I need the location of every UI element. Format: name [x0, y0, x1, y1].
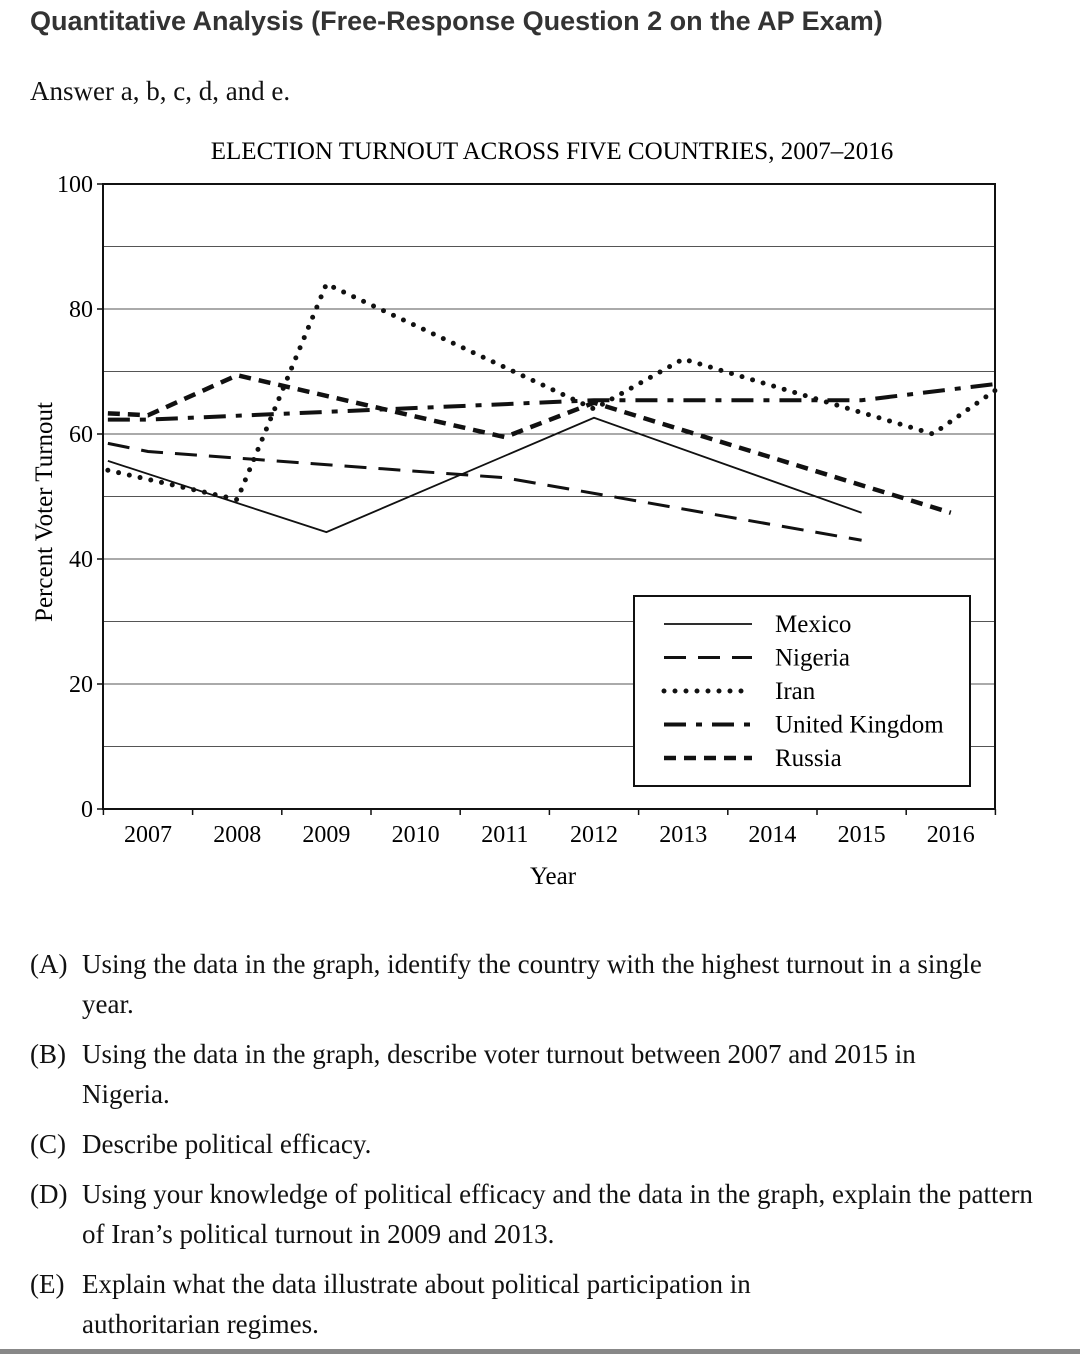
x-tick-label: 2016: [927, 822, 975, 848]
series-line-nigeria: [107, 441, 862, 542]
x-tick-label: 2010: [392, 822, 440, 848]
series-line-united-kingdom: [107, 382, 996, 422]
y-tick-label: 100: [57, 172, 93, 198]
instruction: Answer a, b, c, d, and e.: [30, 76, 291, 106]
legend-box: [633, 595, 971, 787]
y-tick-label: 60: [69, 422, 93, 448]
x-tick-label: 2008: [213, 822, 261, 848]
legend-label: Russia: [775, 745, 842, 772]
question-label: (B): [30, 1039, 66, 1069]
question-d: (D) Using your knowledge of political eff…: [30, 1174, 1060, 1254]
question-c: (C) Describe political efficacy.: [30, 1124, 1060, 1164]
question-text: Using the data in the graph, describe vo…: [82, 1039, 916, 1109]
question-text: Using your knowledge of political effica…: [82, 1179, 1033, 1249]
question-label: (D): [30, 1179, 68, 1209]
y-tick-label: 0: [81, 797, 93, 823]
series-line-russia: [107, 372, 952, 515]
x-tick-label: 2012: [570, 822, 618, 848]
y-tick-label: 20: [69, 672, 93, 698]
series-line-iran: [105, 280, 998, 503]
question-e: (E) Explain what the data illustrate abou…: [30, 1264, 1060, 1344]
page-title: Quantitative Analysis (Free-Response Que…: [30, 6, 883, 36]
y-axis-label: Percent Voter Turnout: [31, 402, 58, 622]
question-a: (A) Using the data in the graph, identify…: [30, 944, 1060, 1024]
x-tick-label: 2013: [659, 822, 707, 848]
question-b: (B) Using the data in the graph, describe…: [30, 1034, 1060, 1114]
y-tick-label: 80: [69, 297, 93, 323]
x-tick-label: 2007: [124, 822, 172, 848]
y-tick-label: 40: [69, 547, 93, 573]
question-text: Explain what the data illustrate about p…: [82, 1269, 751, 1339]
question-label: (A): [30, 949, 68, 979]
x-tick-label: 2014: [748, 822, 796, 848]
x-tick-label: 2015: [838, 822, 886, 848]
legend-label: Mexico: [775, 611, 851, 638]
turnout-chart: ELECTION TURNOUT ACROSS FIVE COUNTRIES, …: [31, 138, 998, 890]
question-text: Describe political efficacy.: [82, 1129, 372, 1159]
question-text: Using the data in the graph, identify th…: [82, 949, 982, 1019]
bottom-bar: [0, 1349, 1080, 1354]
legend-label: Nigeria: [775, 645, 850, 672]
question-label: (E): [30, 1269, 65, 1299]
legend-label: United Kingdom: [775, 712, 944, 739]
x-axis-label: Year: [530, 863, 577, 890]
x-tick-label: 2009: [302, 822, 350, 848]
x-tick-label: 2011: [481, 822, 528, 848]
chart-title: ELECTION TURNOUT ACROSS FIVE COUNTRIES, …: [211, 138, 893, 165]
question-label: (C): [30, 1129, 66, 1159]
legend-label: Iran: [775, 678, 816, 705]
